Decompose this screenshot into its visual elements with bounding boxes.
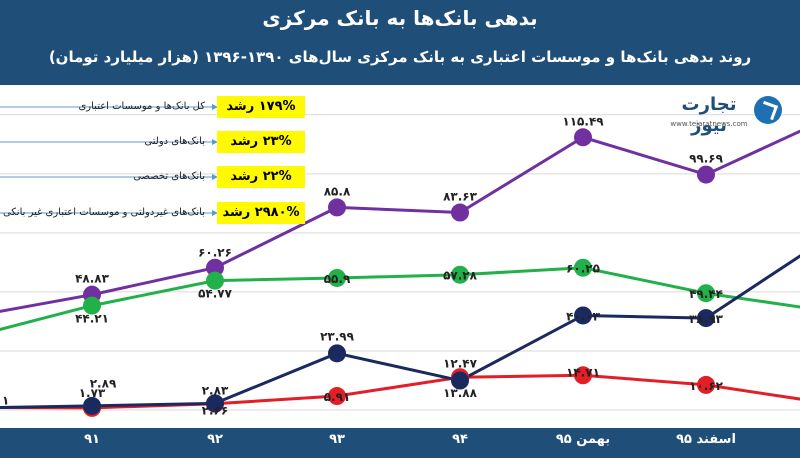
data-point (697, 165, 715, 184)
data-point (574, 306, 592, 325)
x-axis-bar (0, 428, 800, 458)
data-point (83, 396, 101, 415)
legend-label-private: بانک‌های غیردولتی و موسسات اعتباری غیر ب… (2, 207, 205, 218)
series-line-1 (0, 266, 800, 332)
x-tick-label: اسفند ۹۵ (676, 432, 736, 447)
x-tick-label: ۹۴ (452, 432, 468, 447)
growth-badge-specialized: ۲۲% رشد (217, 166, 305, 188)
series-line-0 (0, 129, 800, 313)
data-point (451, 265, 469, 284)
data-label: ۱۲.۴۷ (443, 357, 478, 371)
data-label: ۱۰.۶۲ (689, 379, 724, 393)
legend-arrows (0, 104, 218, 216)
data-label: ۸۵.۸ (324, 184, 351, 198)
data-point (451, 371, 469, 390)
x-tick-label: بهمن ۹۵ (555, 432, 611, 447)
data-point (697, 284, 715, 303)
logo-name: تجارت نیوز (681, 94, 737, 136)
data-point (328, 268, 346, 287)
data-point (574, 128, 592, 147)
data-label: ۱۴.۷۱ (566, 365, 600, 379)
growth-badge-state: ۲۳% رشد (217, 131, 305, 153)
chart-subtitle: روند بدهی بانک‌ها و موسسات اعتباری به با… (48, 48, 752, 66)
logo-url: www.tejaratnews.com (670, 120, 748, 128)
series-line-2 (0, 373, 800, 410)
data-label: ۱۳.۸۸ (443, 386, 478, 400)
data-point (83, 296, 101, 315)
chart-lines (0, 129, 800, 410)
data-label: ۵۷.۲۸ (443, 269, 478, 283)
legend-arrow-head (212, 104, 218, 110)
x-tick-label: ۹۳ (329, 432, 345, 447)
chart-header: بدهی بانک‌ها به بانک مرکزی روند بدهی بان… (0, 0, 800, 85)
logo: تجارت نیوز www.tejaratnews.com (668, 92, 783, 138)
data-label: ۴۰.۰۳ (566, 309, 601, 323)
data-label: ۲۳.۹۹ (320, 329, 355, 343)
data-label: ۸۳.۶۳ (443, 190, 478, 204)
chart-points (83, 128, 715, 417)
data-point (574, 258, 592, 277)
data-point (328, 344, 346, 363)
legend-label-state: بانک‌های دولتی (144, 136, 205, 147)
growth-badge-private: ۲۹۸۰% رشد (217, 202, 305, 224)
data-point (328, 387, 346, 406)
data-point (206, 258, 224, 277)
chart-grid (0, 114, 800, 411)
growth-badge-total: ۱۷۹% رشد (217, 96, 305, 118)
data-label: ۶۰.۲۵ (566, 262, 600, 276)
data-label: ۲.۸۳ (202, 383, 229, 397)
data-label: ۳۸.۹۳ (689, 312, 724, 326)
data-label: ۵۵.۹ (324, 272, 351, 286)
data-label: ۴۴.۲۱ (75, 312, 109, 326)
x-tick-label: ۹۲ (207, 432, 223, 447)
data-label: ۵.۹۱ (324, 390, 351, 404)
legend-arrow-head (212, 210, 218, 216)
series-line-3 (0, 254, 800, 409)
x-tick-label: ۹۱ (84, 432, 100, 447)
tejarat-news-logo-icon (754, 96, 782, 124)
data-label: ۱ (2, 393, 9, 407)
data-point (451, 203, 469, 222)
chart-labels: ۴۸.۸۳ ۶۰.۲۶ ۸۵.۸ ۸۳.۶۳ ۱۱۵.۴۹ ۹۹.۶۹ ۴۴.۲۱ ۵۴.۷۷… (2, 114, 724, 417)
data-point (206, 271, 224, 290)
line-chart: ۴۸.۸۳ ۶۰.۲۶ ۸۵.۸ ۸۳.۶۳ ۱۱۵.۴۹ ۹۹.۶۹ ۴۴.۲۱ ۵۴.۷۷… (0, 104, 800, 418)
legend-label-total: کل بانک‌ها و موسسات اعتباری (78, 101, 205, 112)
data-label: ۲.۸۹ (90, 376, 117, 390)
data-point (697, 309, 715, 328)
data-label: ۱۱۵.۴۹ (562, 114, 604, 128)
data-point (697, 375, 715, 394)
data-label: ۶۰.۲۶ (198, 246, 232, 260)
data-label: ۹۹.۶۹ (689, 152, 724, 166)
chart-title: بدهی بانک‌ها به بانک مرکزی (262, 6, 538, 30)
data-label: ۲.۶۶ (202, 404, 229, 418)
legend-arrow-head (212, 174, 218, 180)
legend-label-specialized: بانک‌های تخصصی (133, 171, 205, 182)
legend-arrow-head (212, 139, 218, 145)
data-point (574, 366, 592, 385)
data-label: ۴۹.۴۴ (689, 287, 723, 301)
data-label: ۵۴.۷۷ (198, 287, 233, 301)
data-point (328, 198, 346, 217)
data-label: ۱.۷۳ (79, 386, 106, 400)
data-point (206, 394, 224, 413)
data-label: ۴۸.۸۳ (75, 272, 110, 286)
